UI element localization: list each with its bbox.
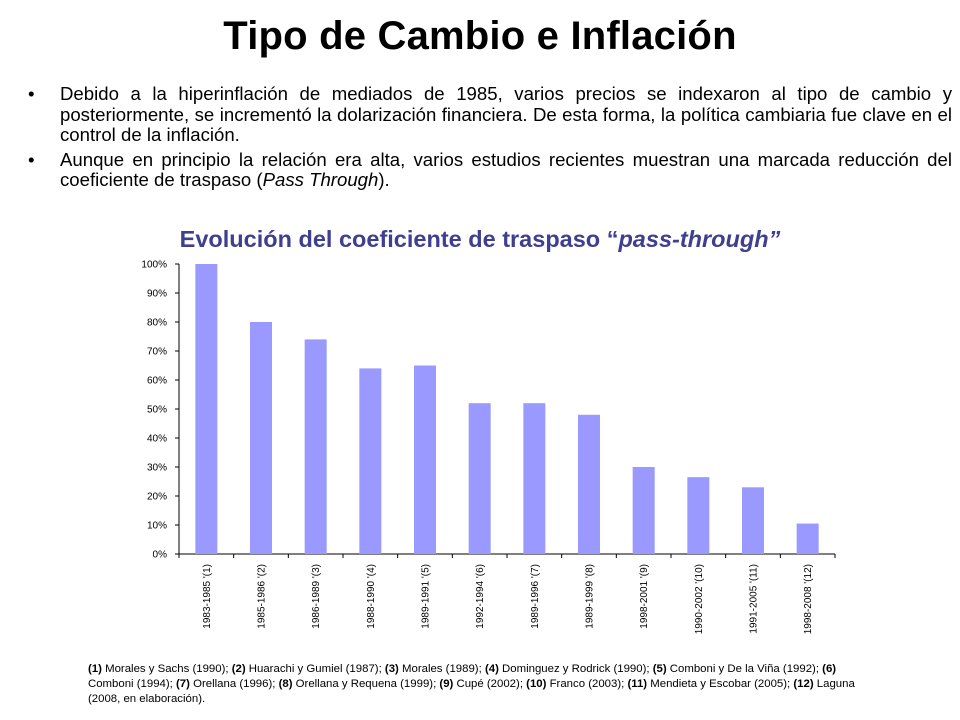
bar [359, 368, 382, 554]
bar [468, 403, 491, 554]
x-tick-label: 1988-1990 '(4) [366, 564, 377, 629]
bar [523, 403, 546, 554]
footnote-ref-number: (2) [231, 663, 246, 675]
y-tick-label: 80% [147, 318, 167, 329]
bullet-text: Debido a la hiperinflación de mediados d… [60, 83, 952, 145]
chart-title: Evolución del coeficiente de traspaso “p… [0, 226, 960, 253]
footnote-ref-number: (12) [793, 678, 814, 690]
x-tick-label: 1998-2008 '(12) [803, 564, 814, 634]
x-tick-label: 1989-1999 '(8) [585, 564, 596, 629]
footnote: (1) Morales y Sachs (1990); (2) Huarachi… [88, 662, 878, 707]
y-tick-label: 0% [153, 550, 168, 561]
footnote-ref-number: (3) [384, 663, 399, 675]
y-tick-label: 60% [147, 376, 167, 387]
footnote-ref-text: Orellana y Requena (1999); [292, 678, 440, 690]
footnote-ref-text: Cupé (2002); [453, 678, 527, 690]
footnote-ref-number: (10) [526, 678, 547, 690]
x-tick-label: 1983-1985 '(1) [202, 564, 213, 629]
footnote-ref-number: (9) [439, 678, 454, 690]
footnote-ref-number: (1) [88, 663, 102, 675]
footnote-ref-number: (8) [278, 678, 293, 690]
y-tick-label: 40% [147, 434, 167, 445]
x-tick-label: 1991-2005 '(11) [749, 564, 760, 634]
footnote-ref-text: Huarachi y Gumiel (1987); [245, 663, 385, 675]
bullet-text-part: ). [378, 169, 390, 190]
chart-title-italic: pass-through” [618, 226, 781, 252]
footnote-ref-number: (5) [652, 663, 667, 675]
bullet-text: Aunque en principio la relación era alta… [60, 148, 952, 191]
bar [195, 264, 218, 554]
footnote-ref-number: (6) [822, 663, 837, 675]
x-tick-label: 1990-2002 '(10) [694, 564, 705, 634]
y-tick-label: 70% [147, 347, 167, 358]
footnote-ref-text: Comboni (1994); [88, 678, 177, 690]
bar [304, 339, 327, 554]
y-tick-label: 10% [147, 521, 167, 532]
footnote-ref-text: Franco (2003); [546, 678, 628, 690]
bullet-text-italic: Pass Through [262, 169, 379, 190]
bullet-item: • Aunque en principio la relación era al… [28, 148, 952, 191]
footnote-ref-text: Mendieta y Escobar (2005); [647, 678, 794, 690]
bullet-text-part: Aunque en principio la relación era alta… [60, 148, 952, 190]
y-tick-label: 30% [147, 463, 167, 474]
x-tick-label: 1985-1986 '(2) [257, 564, 268, 629]
x-tick-label: 1986-1989 '(3) [311, 564, 322, 629]
footnote-ref-text: Morales y Sachs (1990); [101, 663, 232, 675]
bar [632, 467, 655, 554]
slide-title: Tipo de Cambio e Inflación [223, 14, 737, 58]
bullet-item: • Debido a la hiperinflación de mediados… [28, 83, 952, 146]
bar [687, 477, 710, 554]
bar [414, 365, 436, 554]
y-tick-label: 20% [147, 492, 167, 503]
footnote-ref-text: Dominguez y Rodrick (1990); [498, 663, 653, 675]
y-tick-label: 90% [147, 289, 167, 300]
x-tick-label: 1992-1994 '(6) [475, 564, 486, 629]
bar [742, 487, 764, 554]
footnote-ref-text: Morales (1989); [398, 663, 485, 675]
footnote-ref-text: Laguna (2008, en elaboración). [88, 678, 855, 705]
x-tick-label: 1989-1996 '(7) [530, 564, 541, 629]
bullet-marker: • [28, 83, 35, 104]
footnote-ref-number: (4) [484, 663, 499, 675]
footnote-ref-text: Orellana (1996); [189, 678, 279, 690]
bar [250, 322, 272, 554]
y-tick-label: 50% [147, 405, 167, 416]
bar [796, 523, 819, 554]
footnote-ref-number: (11) [627, 678, 648, 690]
y-tick-label: 100% [141, 260, 167, 271]
chart-title-text: Evolución del coeficiente de traspaso “ [179, 226, 619, 252]
bar [578, 414, 600, 554]
x-tick-label: 1989-1991 '(5) [421, 564, 432, 629]
footnote-ref-text: Comboni y De la Viña (1992); [666, 663, 823, 675]
bullet-marker: • [28, 148, 35, 170]
bullet-list: • Debido a la hiperinflación de mediados… [28, 83, 952, 195]
footnote-ref-number: (7) [176, 678, 190, 690]
x-tick-label: 1998-2001 '(9) [639, 564, 650, 629]
